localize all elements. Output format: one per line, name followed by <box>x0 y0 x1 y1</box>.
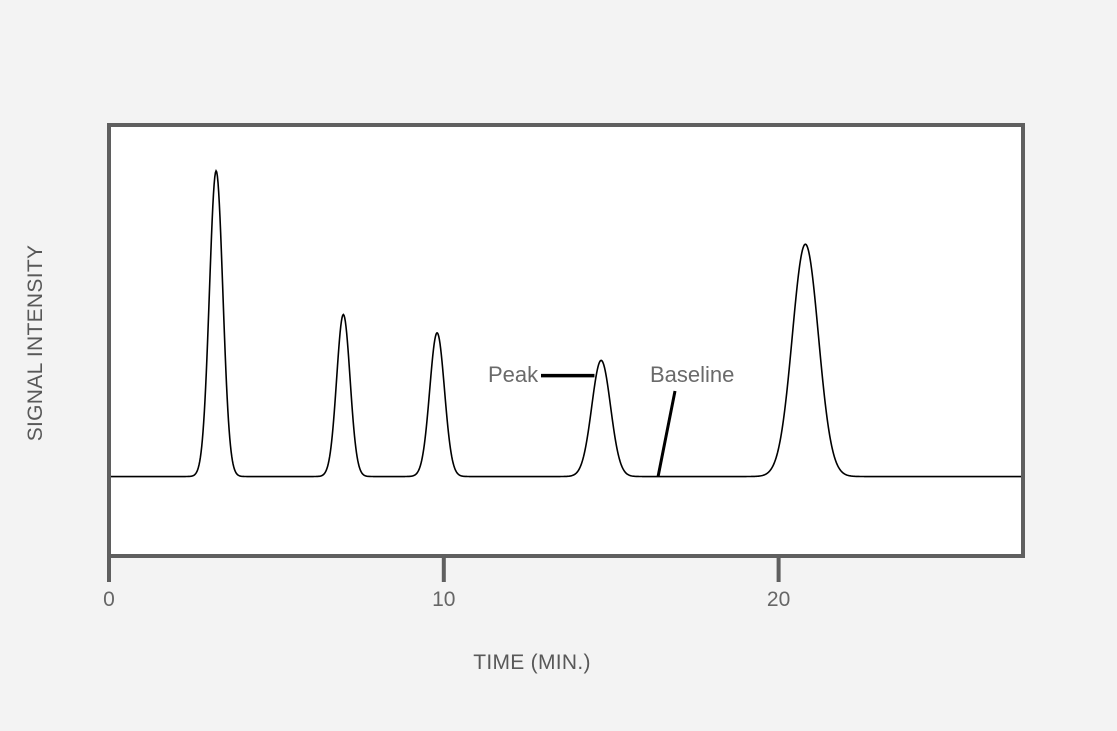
signal-layer <box>109 168 1023 478</box>
baseline-annotation-pointer <box>656 390 677 477</box>
plot-frame <box>107 123 1025 558</box>
baseline-annotation-label: Baseline <box>650 362 734 387</box>
x-tick-label: 10 <box>432 588 455 611</box>
x-tick-label: 20 <box>767 588 790 611</box>
signal-trace <box>109 168 1023 478</box>
x-tick-label: 0 <box>103 588 115 611</box>
x-axis-title: TIME (MIN.) <box>473 651 591 674</box>
x-axis-ticks: 0 10 20 <box>103 556 790 611</box>
plot-area-background <box>109 125 1023 556</box>
y-axis-title: SIGNAL INTENSITY <box>24 245 47 442</box>
peak-annotation-label: Peak <box>488 362 539 387</box>
annotation-layer: Peak Baseline <box>488 362 734 477</box>
